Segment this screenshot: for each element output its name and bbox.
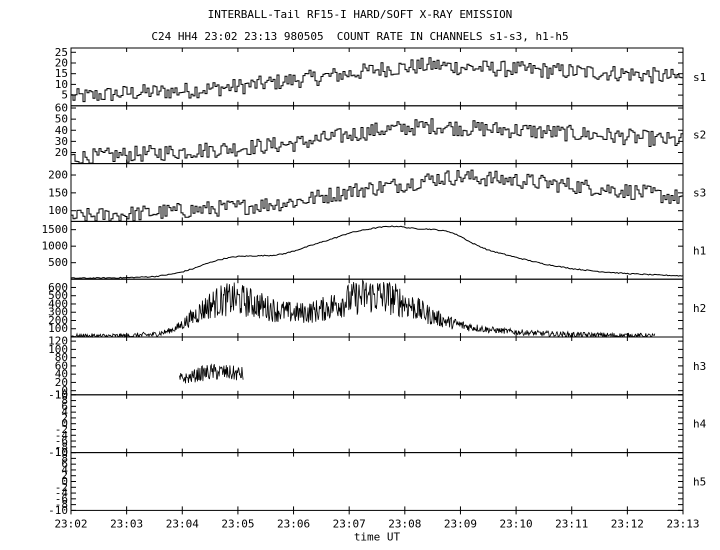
xtick-label-23-04: 23:04 (166, 517, 199, 530)
panel-h2-ytick-label: 200 (48, 314, 68, 327)
channel-label-h1: h1 (693, 244, 706, 257)
xtick-label-23-05: 23:05 (221, 517, 254, 530)
panel-h5-ytick-label: 6 (61, 458, 68, 471)
panel-s3-ytick-label: 200 (48, 169, 68, 182)
channel-label-s1: s1 (693, 71, 706, 84)
channel-label-s2: s2 (693, 129, 706, 142)
channel-label-h2: h2 (693, 302, 706, 315)
x-axis-label: time UT (354, 530, 401, 543)
panel-s2-ytick-label: 40 (55, 124, 68, 137)
panel-h3-ytick-label: 60 (55, 359, 68, 372)
xtick-label-23-12: 23:12 (611, 517, 644, 530)
panel-h5-ytick-label: -10 (48, 504, 68, 517)
panel-h4-frame (70, 394, 684, 454)
panel-s1-ytick-label: 25 (55, 46, 68, 59)
panel-h3-ytick-label: 100 (48, 343, 68, 356)
panel-h1-ytick-label: 1000 (42, 240, 69, 253)
panel-h2-ytick-label: 400 (48, 297, 68, 310)
series-h2 (71, 279, 656, 339)
panel-h5-ytick-label: 0 (61, 475, 68, 488)
panel-s1-frame (70, 47, 684, 107)
panel-h4-ytick-label: -2 (55, 423, 68, 436)
panel-h4-ytick-label: 6 (61, 400, 68, 413)
panel-h5-ytick-label: 8 (61, 452, 68, 465)
panel-h3-ytick-label: 80 (55, 351, 68, 364)
series-h1 (70, 225, 684, 280)
panel-s3-ytick-label: 150 (48, 186, 68, 199)
panel-s1-ytick-label: 15 (55, 67, 68, 80)
panel-h5-ytick-label: -4 (55, 487, 69, 500)
panel-h3-ytick-label: 120 (48, 335, 68, 348)
xtick-label-23-03: 23:03 (110, 517, 143, 530)
panel-h4-ytick-label: 4 (61, 406, 68, 419)
panel-h4-ytick-label: 10 (55, 388, 68, 401)
panel-h2-frame (70, 278, 684, 338)
panel-h3-ytick-label: 40 (55, 368, 68, 381)
panel-h5-ytick-label: 10 (55, 446, 68, 459)
series-s3 (71, 169, 683, 222)
panel-s2-ytick-label: 20 (55, 146, 68, 159)
panel-h5-ytick-label: -8 (55, 498, 68, 511)
xtick-label-23-02: 23:02 (54, 517, 87, 530)
panel-s2-frame (70, 105, 684, 165)
channel-label-h5: h5 (693, 476, 706, 489)
panel-s1-ytick-label: 5 (61, 89, 68, 102)
panel-s1-ytick-label: 20 (55, 56, 68, 69)
series-s2 (71, 118, 683, 164)
xtick-label-23-09: 23:09 (444, 517, 477, 530)
xtick-label-23-13: 23:13 (666, 517, 699, 530)
panel-h5-ytick-label: -2 (55, 481, 68, 494)
xtick-label-23-07: 23:07 (333, 517, 366, 530)
panel-h5-ytick-label: 4 (61, 463, 68, 476)
panel-h5-ytick-label: -6 (55, 492, 68, 505)
panel-s2-ytick-label: 30 (55, 135, 68, 148)
series-h3 (179, 363, 244, 384)
panel-h2-ytick-label: 100 (48, 322, 68, 335)
xtick-label-23-08: 23:08 (388, 517, 421, 530)
panel-h3-ytick-label: 0 (61, 384, 68, 397)
panel-h4-ytick-label: -10 (48, 446, 68, 459)
panel-h5-frame (70, 452, 684, 511)
panel-h4-ytick-label: -4 (55, 429, 69, 442)
chart-title: INTERBALL-Tail RF15-I HARD/SOFT X-RAY EM… (207, 8, 513, 21)
chart-subtitle: C24 HH4 23:02 23:13 980505 COUNT RATE IN… (151, 30, 569, 43)
xtick-label-23-10: 23:10 (500, 517, 533, 530)
panel-h4-ytick-label: -6 (55, 435, 68, 448)
xtick-label-23-06: 23:06 (277, 517, 310, 530)
channel-label-h3: h3 (693, 360, 706, 373)
panel-h2-ytick-label: 600 (48, 281, 68, 294)
panel-s2-ytick-label: 60 (55, 102, 68, 115)
panel-h4-ytick-label: -8 (55, 440, 68, 453)
panel-h2-ytick-label: 300 (48, 306, 68, 319)
xtick-label-23-11: 23:11 (555, 517, 588, 530)
panel-h3-ytick-label: 20 (55, 376, 68, 389)
panel-h4-ytick-label: 8 (61, 394, 68, 407)
panel-h3-ytick-label: -10 (48, 388, 68, 401)
panel-h1-ytick-label: 500 (48, 256, 68, 269)
channel-label-s3: s3 (693, 187, 706, 200)
panel-s1-ytick-label: 10 (55, 78, 68, 91)
panel-h5-ytick-label: 2 (61, 469, 68, 482)
panel-s2-ytick-label: 50 (55, 113, 68, 126)
panel-h3-frame (70, 336, 684, 396)
panel-h1-ytick-label: 1500 (42, 223, 69, 236)
panel-h4-ytick-label: 2 (61, 411, 68, 424)
channel-label-h4: h4 (693, 418, 707, 431)
panel-s3-ytick-label: 100 (48, 204, 68, 217)
series-s1 (71, 57, 683, 103)
panel-h2-ytick-label: 500 (48, 289, 68, 302)
panel-h4-ytick-label: 0 (61, 417, 68, 430)
